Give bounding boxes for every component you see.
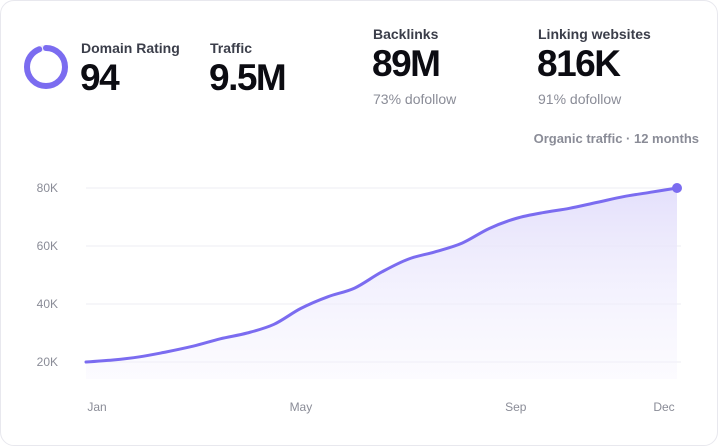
backlinks-label: Backlinks [373, 26, 439, 42]
linking-websites-value: 816K [537, 43, 621, 84]
domain-rating-value: 94 [80, 57, 120, 98]
domain-rating-label: Domain Rating [81, 40, 180, 56]
x-tick-label: Dec [653, 400, 674, 414]
traffic-label: Traffic [210, 40, 253, 56]
traffic-series-line [84, 186, 679, 364]
y-tick-label: 80K [37, 181, 58, 195]
organic-traffic-chart: 20K 40K 60K 80K Jan May Sep Dec [37, 181, 682, 414]
domain-rating-ring-icon [24, 45, 68, 89]
backlinks-dofollow: 73% dofollow [373, 91, 457, 107]
linking-websites-dofollow: 91% dofollow [538, 91, 622, 107]
latest-value-point[interactable] [672, 183, 682, 193]
y-tick-label: 40K [37, 297, 58, 311]
y-tick-label: 60K [37, 239, 58, 253]
x-tick-label: Sep [505, 400, 527, 414]
linking-websites-label: Linking websites [538, 26, 651, 42]
y-tick-label: 20K [37, 355, 58, 369]
x-tick-label: May [290, 400, 313, 414]
traffic-area-fill [86, 188, 677, 379]
chart-caption: Organic traffic · 12 months [533, 131, 699, 146]
traffic-value: 9.5M [209, 57, 287, 98]
backlinks-value: 89M [372, 43, 441, 84]
x-tick-label: Jan [87, 400, 106, 414]
